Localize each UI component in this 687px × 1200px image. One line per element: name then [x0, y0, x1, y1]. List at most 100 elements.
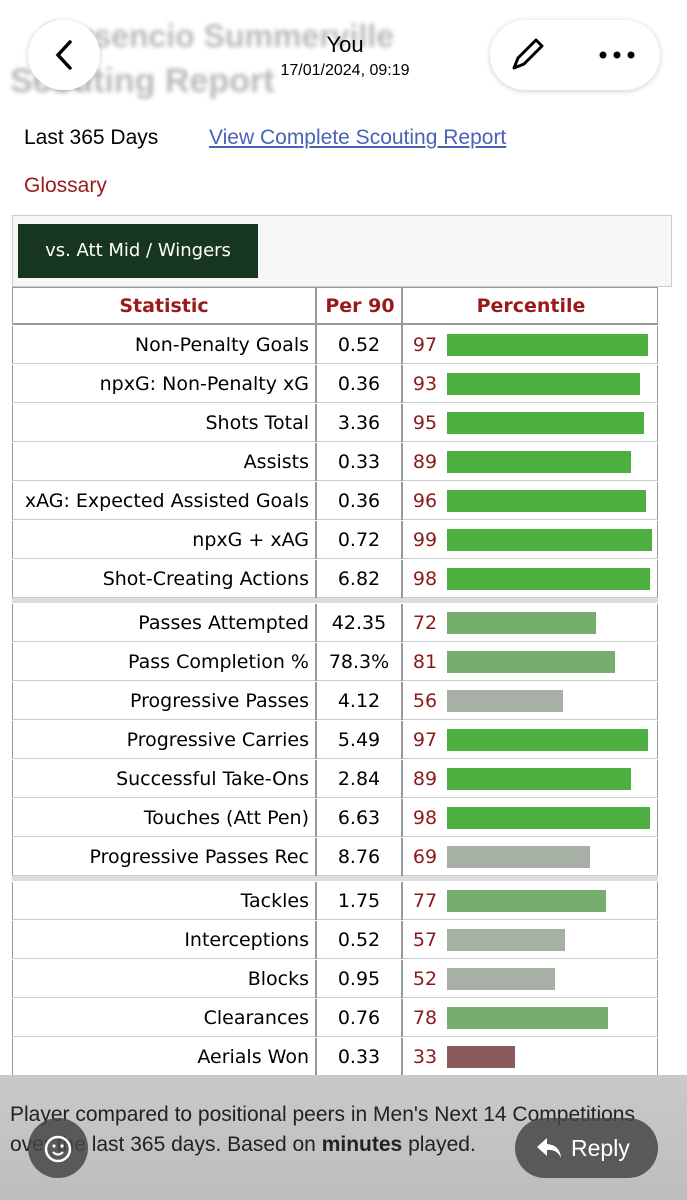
- percentile-bar: [447, 1046, 516, 1068]
- percentile: 77: [401, 882, 447, 920]
- percentile-bar: [447, 768, 632, 790]
- timestamp: 17/01/2024, 09:19: [280, 62, 410, 79]
- stat-name: Progressive Passes Rec: [89, 846, 310, 868]
- percentile-bar: [447, 968, 555, 990]
- percentile-bar: [447, 451, 632, 473]
- table-header: Statistic Per 90 Percentile: [12, 287, 659, 326]
- table-row: npxG + xAG 0.72 99: [12, 521, 658, 559]
- stat-name: Touches (Att Pen): [143, 807, 309, 829]
- percentile: 93: [401, 365, 447, 403]
- table-row: Passes Attempted 42.35 72: [12, 604, 658, 642]
- percentile-bar: [447, 807, 650, 829]
- note-text: played.: [408, 1133, 476, 1156]
- stat-name: Interceptions: [184, 929, 309, 951]
- table-row: Progressive Carries 5.49 97: [12, 721, 658, 759]
- stat-name: Progressive Carries: [126, 729, 309, 751]
- per-90: 0.52: [315, 326, 401, 364]
- emoji-button[interactable]: [28, 1118, 88, 1178]
- percentile-bar: [447, 890, 607, 912]
- reply-button[interactable]: Reply: [515, 1118, 658, 1178]
- per-90: 2.84: [315, 760, 401, 798]
- percentile-bar: [447, 490, 646, 512]
- sender: You: [326, 32, 364, 57]
- percentile-bar: [447, 412, 644, 434]
- back-icon: [55, 40, 72, 70]
- per-90: 8.76: [315, 838, 401, 876]
- per-90: 4.12: [315, 682, 401, 720]
- percentile: 98: [401, 799, 447, 837]
- stat-name: Shot-Creating Actions: [102, 568, 309, 590]
- emoji-icon: [44, 1135, 72, 1163]
- percentile-bar: [447, 568, 650, 590]
- percentile: 57: [401, 921, 447, 959]
- stat-name: Passes Attempted: [138, 612, 309, 634]
- percentile: 69: [401, 838, 447, 876]
- percentile: 52: [401, 960, 447, 998]
- percentile: 81: [401, 643, 447, 681]
- percentile: 98: [401, 560, 447, 598]
- percentile-bar: [447, 334, 648, 356]
- table-row: Tackles 1.75 77: [12, 882, 658, 920]
- glossary-link[interactable]: Glossary: [24, 174, 107, 197]
- per-90: 0.52: [315, 921, 401, 959]
- per-90: 0.72: [315, 521, 401, 559]
- percentile: 78: [401, 999, 447, 1037]
- column-header: Per 90: [315, 288, 403, 326]
- percentile: 72: [401, 604, 447, 642]
- stat-name: xAG: Expected Assisted Goals: [24, 490, 309, 512]
- table-row: Assists 0.33 89: [12, 443, 658, 481]
- group-separator: [12, 876, 658, 881]
- table-row: Blocks 0.95 52: [12, 960, 658, 998]
- stat-name: Clearances: [203, 1007, 309, 1029]
- note-bold: minutes: [321, 1133, 403, 1156]
- report-link[interactable]: View Complete Scouting Report: [209, 126, 507, 149]
- percentile: 33: [401, 1038, 447, 1076]
- column-header: Percentile: [401, 288, 659, 326]
- stat-name: Shots Total: [205, 412, 310, 434]
- per-90: 1.75: [315, 882, 401, 920]
- stat-name: Tackles: [240, 890, 309, 912]
- percentile: 97: [401, 721, 447, 759]
- percentile-bar: [447, 1007, 609, 1029]
- group-separator: [12, 598, 658, 603]
- action-icons: [512, 38, 635, 70]
- percentile-bar: [447, 373, 640, 395]
- column-header: Statistic: [119, 295, 209, 317]
- per-90: 0.36: [315, 482, 401, 520]
- table-row: Clearances 0.76 78: [12, 999, 658, 1037]
- percentile-bar: [447, 690, 563, 712]
- stat-name: Successful Take-Ons: [116, 768, 309, 790]
- per-90: 6.63: [315, 799, 401, 837]
- percentile: 99: [401, 521, 447, 559]
- table-row: Progressive Passes 4.12 56: [12, 682, 658, 720]
- tab[interactable]: vs. Att Mid / Wingers: [18, 224, 258, 278]
- percentile-bar: [447, 529, 652, 551]
- stat-name: Pass Completion %: [127, 651, 309, 673]
- percentile: 95: [401, 404, 447, 442]
- percentile-bar: [447, 929, 565, 951]
- table-row: Touches (Att Pen) 6.63 98: [12, 799, 658, 837]
- stat-name: npxG: Non-Penalty xG: [99, 373, 309, 395]
- per-90: 78.3%: [315, 643, 401, 681]
- stat-name: Progressive Passes: [130, 690, 309, 712]
- per-90: 6.82: [315, 560, 401, 598]
- table-row: Progressive Passes Rec 8.76 69: [12, 838, 658, 876]
- table-row: Successful Take-Ons 2.84 89: [12, 760, 658, 798]
- table-row: Non-Penalty Goals 0.52 97: [12, 326, 658, 364]
- per-90: 0.33: [315, 443, 401, 481]
- back-button[interactable]: [28, 20, 100, 90]
- stat-name: Non-Penalty Goals: [134, 334, 309, 356]
- action-pill: [490, 20, 660, 90]
- stat-name: Blocks: [247, 968, 309, 990]
- table-row: xAG: Expected Assisted Goals 0.36 96: [12, 482, 658, 520]
- table-row: Aerials Won 0.33 33: [12, 1038, 658, 1076]
- stat-name: npxG + xAG: [192, 529, 309, 551]
- percentile: 96: [401, 482, 447, 520]
- percentile: 56: [401, 682, 447, 720]
- per-90: 5.49: [315, 721, 401, 759]
- percentile-bar: [447, 729, 648, 751]
- stat-name: Aerials Won: [197, 1046, 309, 1068]
- per-90: 42.35: [315, 604, 401, 642]
- percentile-bar: [447, 612, 597, 634]
